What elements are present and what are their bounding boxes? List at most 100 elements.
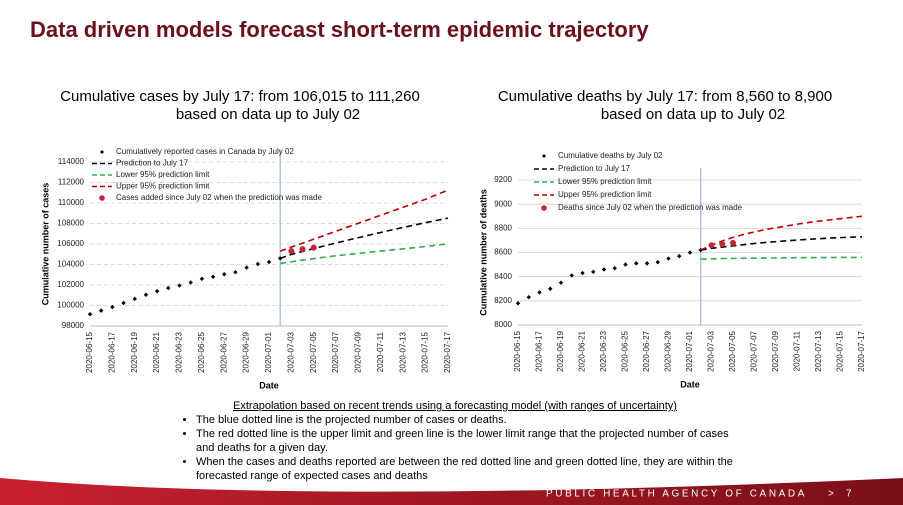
chart-title: Cumulative deaths by July 17: from 8,560… xyxy=(498,88,832,105)
slide-title: Data driven models forecast short-term e… xyxy=(30,17,649,42)
legend-swatch xyxy=(100,150,104,154)
x-tick-label: 2020-07-09 xyxy=(771,330,780,371)
x-tick-label: 2020-07-05 xyxy=(309,331,318,372)
y-tick-label: 114000 xyxy=(58,157,85,166)
data-point xyxy=(255,261,261,267)
x-tick-label: 2020-07-11 xyxy=(793,330,802,371)
legend-label: Cumulative deaths by July 02 xyxy=(558,151,663,160)
data-point xyxy=(612,266,617,271)
x-tick-label: 2020-06-29 xyxy=(664,330,673,371)
y-tick-label: 8000 xyxy=(494,320,512,329)
legend-label: Deaths since July 02 when the prediction… xyxy=(558,203,743,212)
x-tick-label: 2020-06-25 xyxy=(197,331,206,372)
data-point xyxy=(644,261,650,266)
data-point xyxy=(199,276,205,282)
data-point xyxy=(515,301,521,306)
x-tick-label: 2020-07-05 xyxy=(728,330,737,371)
notes-list: The blue dotted line is the projected nu… xyxy=(170,413,740,483)
data-point xyxy=(730,239,736,246)
x-tick-label: 2020-07-13 xyxy=(398,331,407,372)
notes-heading: Extrapolation based on recent trends usi… xyxy=(233,400,677,412)
note: The red dotted line is the upper limit a… xyxy=(196,427,740,455)
series-line xyxy=(700,256,863,260)
x-tick-label: 2020-06-25 xyxy=(621,330,630,371)
y-tick-label: 108000 xyxy=(57,219,84,228)
x-tick-label: 2020-07-01 xyxy=(685,330,694,371)
x-tick-label: 2020-07-07 xyxy=(750,330,759,371)
data-point xyxy=(299,246,306,253)
x-tick-label: 2020-06-27 xyxy=(219,331,228,372)
x-tick-label: 2020-06-19 xyxy=(556,330,565,371)
data-point xyxy=(677,253,682,259)
data-point xyxy=(569,273,574,278)
x-tick-label: 2020-07-13 xyxy=(814,330,823,371)
data-point xyxy=(177,283,182,288)
data-point xyxy=(266,259,272,265)
chart-title: Cumulative cases by July 17: from 106,01… xyxy=(60,88,420,105)
legend-label: Upper 95% prediction limit xyxy=(116,182,210,191)
legend-label: Prediction to July 17 xyxy=(116,159,189,168)
y-tick-label: 9200 xyxy=(494,175,512,184)
data-point xyxy=(526,295,531,300)
x-tick-label: 2020-07-01 xyxy=(264,331,273,372)
footer-band xyxy=(0,478,903,505)
y-tick-label: 98000 xyxy=(62,321,85,330)
y-tick-label: 8200 xyxy=(494,296,512,305)
y-tick-label: 110000 xyxy=(58,198,85,207)
legend-label: Upper 95% prediction limit xyxy=(558,190,652,199)
x-tick-label: 2020-06-15 xyxy=(85,331,94,372)
y-tick-label: 104000 xyxy=(57,260,84,269)
y-axis-title: Cumulative number of cases xyxy=(40,183,50,306)
y-tick-label: 8400 xyxy=(494,272,512,281)
data-point xyxy=(708,242,715,249)
data-point xyxy=(244,265,249,270)
data-point xyxy=(687,250,693,255)
data-point xyxy=(623,262,628,267)
x-tick-label: 2020-07-03 xyxy=(707,330,716,371)
x-axis-title: Date xyxy=(259,380,279,390)
y-tick-label: 112000 xyxy=(58,178,85,187)
data-point xyxy=(132,296,137,302)
data-point xyxy=(288,248,295,255)
data-point xyxy=(634,261,639,266)
data-point xyxy=(558,280,564,285)
data-point xyxy=(719,241,726,248)
data-point xyxy=(580,270,585,276)
y-tick-label: 100000 xyxy=(57,301,84,310)
data-point xyxy=(166,285,171,291)
x-tick-label: 2020-06-19 xyxy=(130,331,139,372)
data-point xyxy=(666,256,671,261)
legend-label: Prediction to July 17 xyxy=(558,164,631,173)
data-point xyxy=(110,304,115,310)
x-axis-title: Date xyxy=(680,379,700,389)
x-tick-label: 2020-06-21 xyxy=(152,331,161,372)
x-tick-label: 2020-07-03 xyxy=(286,331,295,372)
y-tick-label: 9000 xyxy=(494,199,512,208)
x-tick-label: 2020-06-21 xyxy=(578,330,587,371)
data-point xyxy=(98,308,104,313)
y-tick-label: 8800 xyxy=(494,223,512,232)
legend-label: Cumulatively reported cases in Canada by… xyxy=(116,147,294,156)
data-point xyxy=(310,244,317,251)
series-line xyxy=(700,215,863,251)
footer-separator: > xyxy=(828,489,834,500)
data-point xyxy=(143,292,149,297)
legend-swatch xyxy=(541,205,547,211)
series-line xyxy=(280,243,449,265)
x-tick-label: 2020-07-15 xyxy=(421,331,430,372)
chart-subtitle: based on data up to July 02 xyxy=(601,106,785,123)
data-point xyxy=(210,274,216,279)
legend-label: Cases added since July 02 when the predi… xyxy=(116,193,322,202)
chart-subtitle: based on data up to July 02 xyxy=(176,106,360,123)
series-line xyxy=(700,235,863,251)
x-tick-label: 2020-06-23 xyxy=(175,331,184,372)
legend-swatch xyxy=(99,195,105,201)
data-point xyxy=(537,290,542,295)
data-point xyxy=(655,259,660,265)
data-point xyxy=(188,280,193,285)
data-point xyxy=(591,269,596,275)
y-tick-label: 106000 xyxy=(57,239,84,248)
series-line xyxy=(279,217,449,260)
